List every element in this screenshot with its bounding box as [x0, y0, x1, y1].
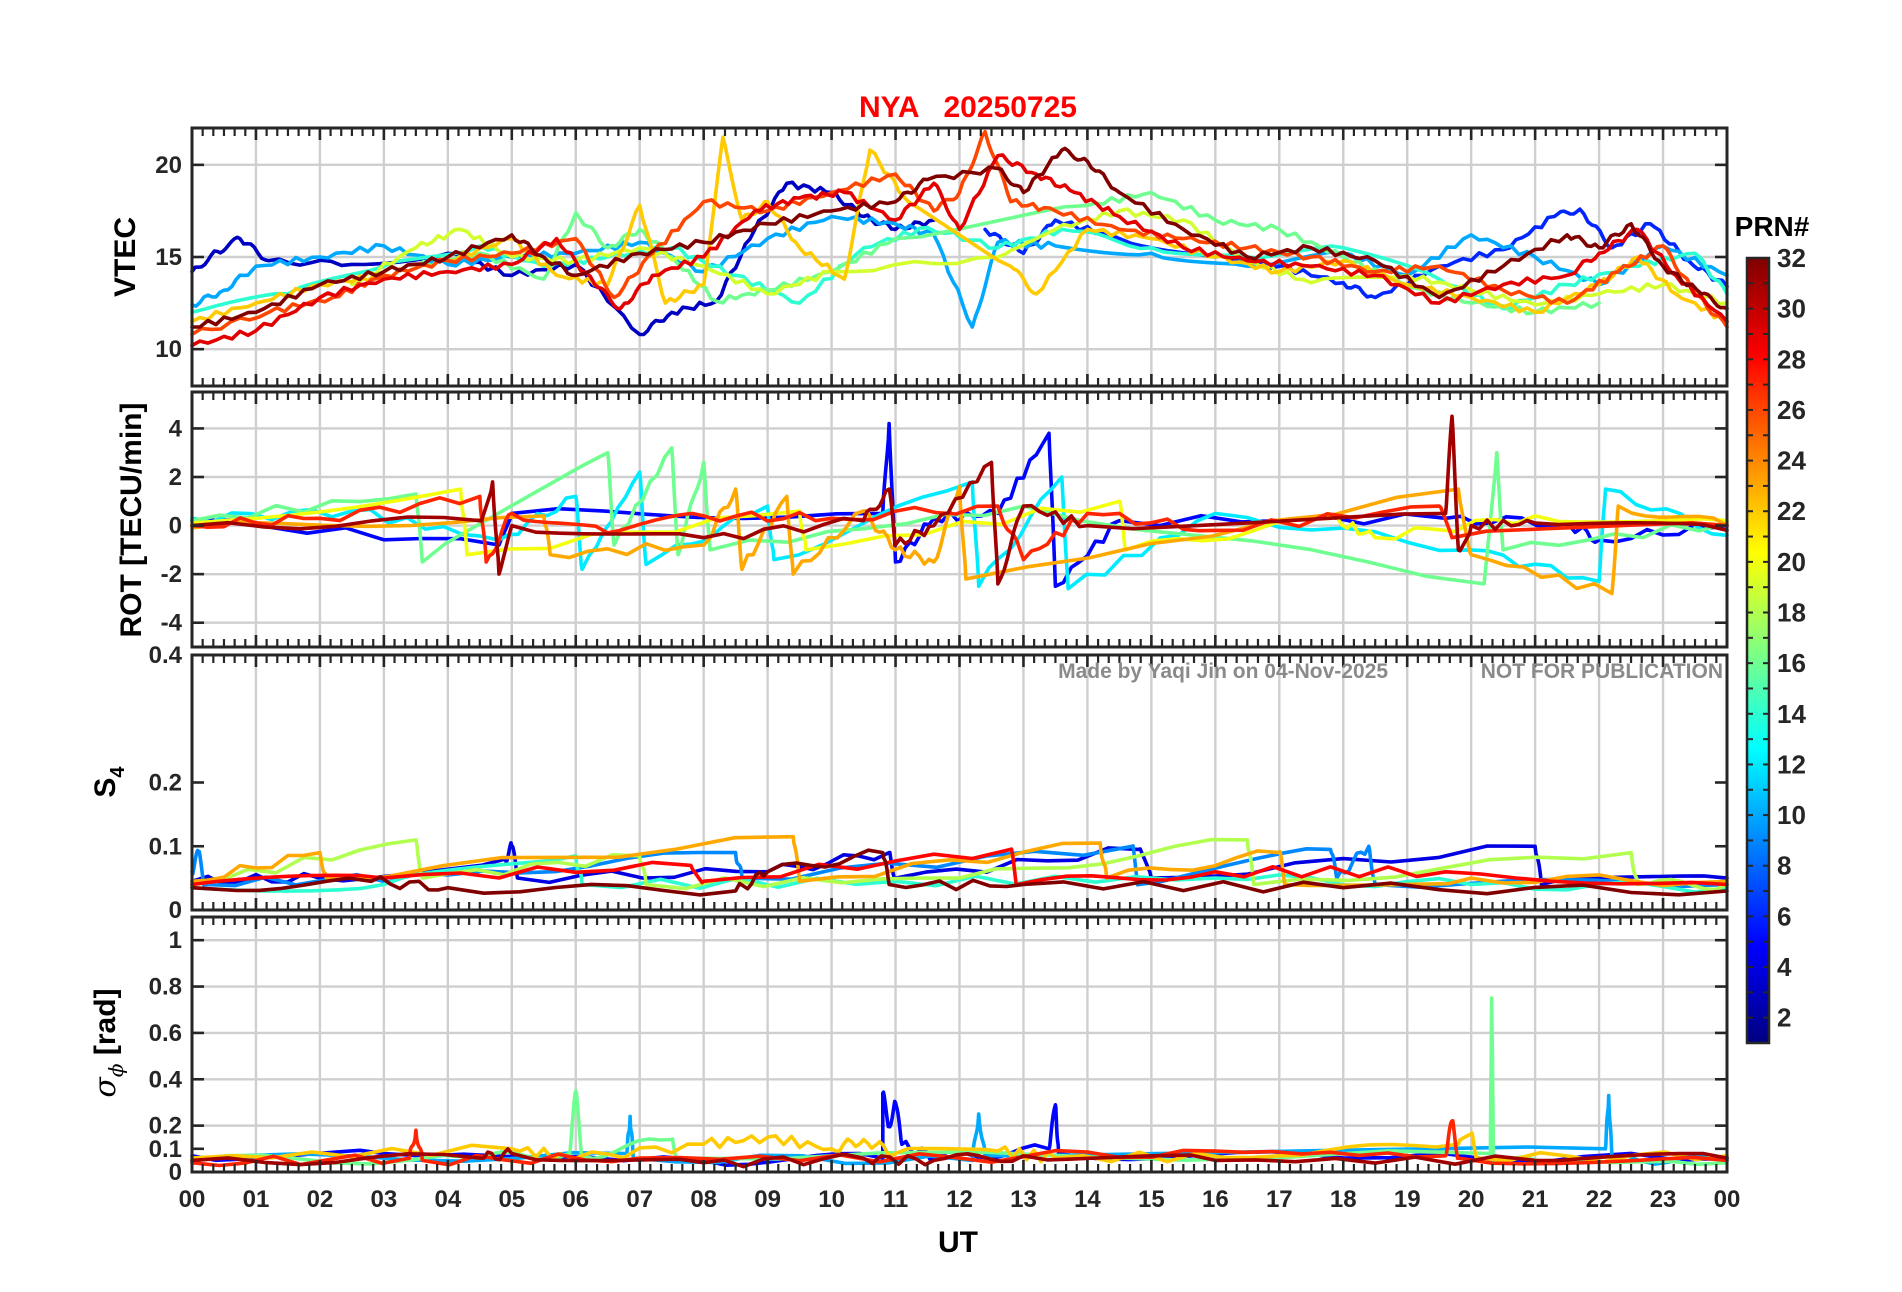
panel-s4: 00.10.20.4 S4 Made by Yaqi Jin on 04-Nov…	[89, 642, 1729, 924]
colorbar-tick-label: 8	[1777, 851, 1791, 881]
x-tick-label: 10	[818, 1186, 845, 1213]
x-tick-label: 19	[1394, 1186, 1421, 1213]
x-tick-label: 03	[371, 1186, 398, 1213]
colorbar-ticks	[1747, 257, 1769, 1044]
series-prn-20	[190, 487, 1729, 557]
series-prn-27	[190, 1119, 1729, 1168]
y-tick-label: 15	[155, 244, 182, 271]
x-tick-label: 01	[243, 1186, 270, 1213]
colorbar-tick-label: 16	[1777, 648, 1806, 678]
x-tick-label: 02	[307, 1186, 334, 1213]
y-tick-label: 4	[169, 415, 183, 442]
x-tick-label: 00	[1714, 1186, 1741, 1213]
panel-vtec: 10 15 20 VTEC	[109, 126, 1729, 388]
panel-sigma-phi: 00.10.2 0.4 0.6 0.8 1 σϕ [rad]	[88, 915, 1729, 1186]
x-tick-label: 14	[1074, 1186, 1101, 1213]
y-tick-label: 0.2	[149, 1113, 182, 1140]
series-prn-19	[350, 207, 1729, 307]
colorbar-tick-label: 4	[1777, 952, 1792, 982]
colorbar-tick-label: 22	[1777, 496, 1806, 526]
x-tick-label: 11	[883, 1186, 908, 1213]
y-tick-label: 0.4	[149, 1066, 183, 1093]
x-tick-label: 21	[1522, 1186, 1549, 1213]
y-tick-label: 10	[155, 336, 182, 363]
series-prn-22	[190, 1131, 1729, 1164]
colorbar-tick-label: 10	[1777, 800, 1806, 830]
panel-vtec-frame	[190, 126, 1729, 388]
x-tick-label: 06	[562, 1186, 589, 1213]
x-tick-label: 09	[754, 1186, 781, 1213]
watermark-notice: NOT FOR PUBLICATION	[1481, 660, 1723, 683]
y-tick-label: 0.2	[149, 770, 182, 797]
series-prn-31	[190, 414, 1729, 586]
colorbar-tick-label: 26	[1777, 395, 1806, 425]
y-tick-label: 0.8	[149, 974, 182, 1001]
colorbar-tick-label: 24	[1777, 446, 1806, 476]
x-tick-label: 17	[1266, 1186, 1293, 1213]
x-tick-label: 04	[434, 1186, 461, 1213]
x-tick-label: 23	[1650, 1186, 1677, 1213]
x-tick-label: 13	[1010, 1186, 1037, 1213]
panel-rot-ylabel: ROT [TECU/min]	[115, 403, 148, 638]
panel-sigma-phi-frame	[190, 915, 1729, 1174]
x-tick-label: 08	[690, 1186, 717, 1213]
series-prn-10	[190, 214, 1729, 329]
y-tick-label: 2	[169, 464, 182, 491]
colorbar-tick-label: 32	[1777, 243, 1806, 273]
x-tick-label: 00	[179, 1186, 206, 1213]
y-tick-label: 0	[169, 897, 182, 924]
series-prn-26	[190, 129, 1729, 337]
colorbar-tick-label: 2	[1777, 1003, 1791, 1033]
x-tick-label: 12	[946, 1186, 973, 1213]
x-tick-label: 20	[1458, 1186, 1485, 1213]
x-axis-title: UT	[938, 1226, 978, 1259]
x-tick-labels: 00 01 02 03 04 05 06 07 08 09 10 11 12 13 14 15 16 17 18 19…	[179, 1186, 1741, 1213]
series-prn-32	[190, 848, 1729, 897]
series-prn-16	[190, 446, 1729, 586]
y-tick-label: 0.1	[149, 833, 182, 860]
panel-sigma-phi-ylabel: σϕ [rad]	[88, 988, 128, 1097]
x-tick-label: 05	[498, 1186, 525, 1213]
colorbar-tick-label: 12	[1777, 749, 1806, 779]
series-prn-28	[190, 847, 1729, 887]
colorbar-tick-label: 6	[1777, 901, 1791, 931]
colorbar-tick-label: 14	[1777, 699, 1806, 729]
panel-s4-frame	[190, 653, 1729, 912]
x-tick-label: 18	[1330, 1186, 1357, 1213]
y-tick-label: 20	[155, 152, 182, 179]
colorbar-title: PRN#	[1735, 211, 1810, 242]
colorbar-tick-label: 30	[1777, 294, 1806, 324]
series-prn-32	[190, 146, 1729, 329]
chart-title: NYA 20250725	[859, 91, 1077, 124]
panel-rot-frame	[190, 390, 1729, 649]
panel-vtec-ylabel: VTEC	[109, 217, 142, 297]
panel-rot: -4 -2 0 2 4 ROT [TECU/min]	[115, 390, 1729, 649]
series-prn-3	[190, 180, 936, 337]
series-prn-29	[190, 153, 1729, 348]
y-tick-label: 0.1	[149, 1136, 182, 1163]
y-tick-label: -4	[161, 610, 183, 637]
series-prn-23	[190, 484, 1729, 596]
series-prn-10	[190, 1093, 1729, 1166]
y-tick-label: 0.4	[149, 642, 183, 669]
series-prn-23	[190, 834, 1729, 888]
y-tick-label: 0	[169, 1159, 182, 1186]
series-prn-31	[190, 1147, 1729, 1169]
y-tick-label: 0.6	[149, 1020, 182, 1047]
y-tick-label: 0	[169, 513, 182, 540]
x-tick-label: 07	[626, 1186, 653, 1213]
y-tick-label: 1	[169, 927, 182, 954]
x-tick-label: 22	[1586, 1186, 1613, 1213]
y-tick-label: -2	[161, 561, 182, 588]
colorbar-gradient	[1745, 256, 1771, 1045]
x-tick-label: 16	[1202, 1186, 1229, 1213]
colorbar-tick-label: 18	[1777, 598, 1806, 628]
x-tick-label: 15	[1138, 1186, 1165, 1213]
watermark-author: Made by Yaqi Jin on 04-Nov-2025	[1058, 660, 1388, 683]
colorbar-tick-label: 28	[1777, 344, 1806, 374]
colorbar-tick-label: 20	[1777, 547, 1806, 577]
